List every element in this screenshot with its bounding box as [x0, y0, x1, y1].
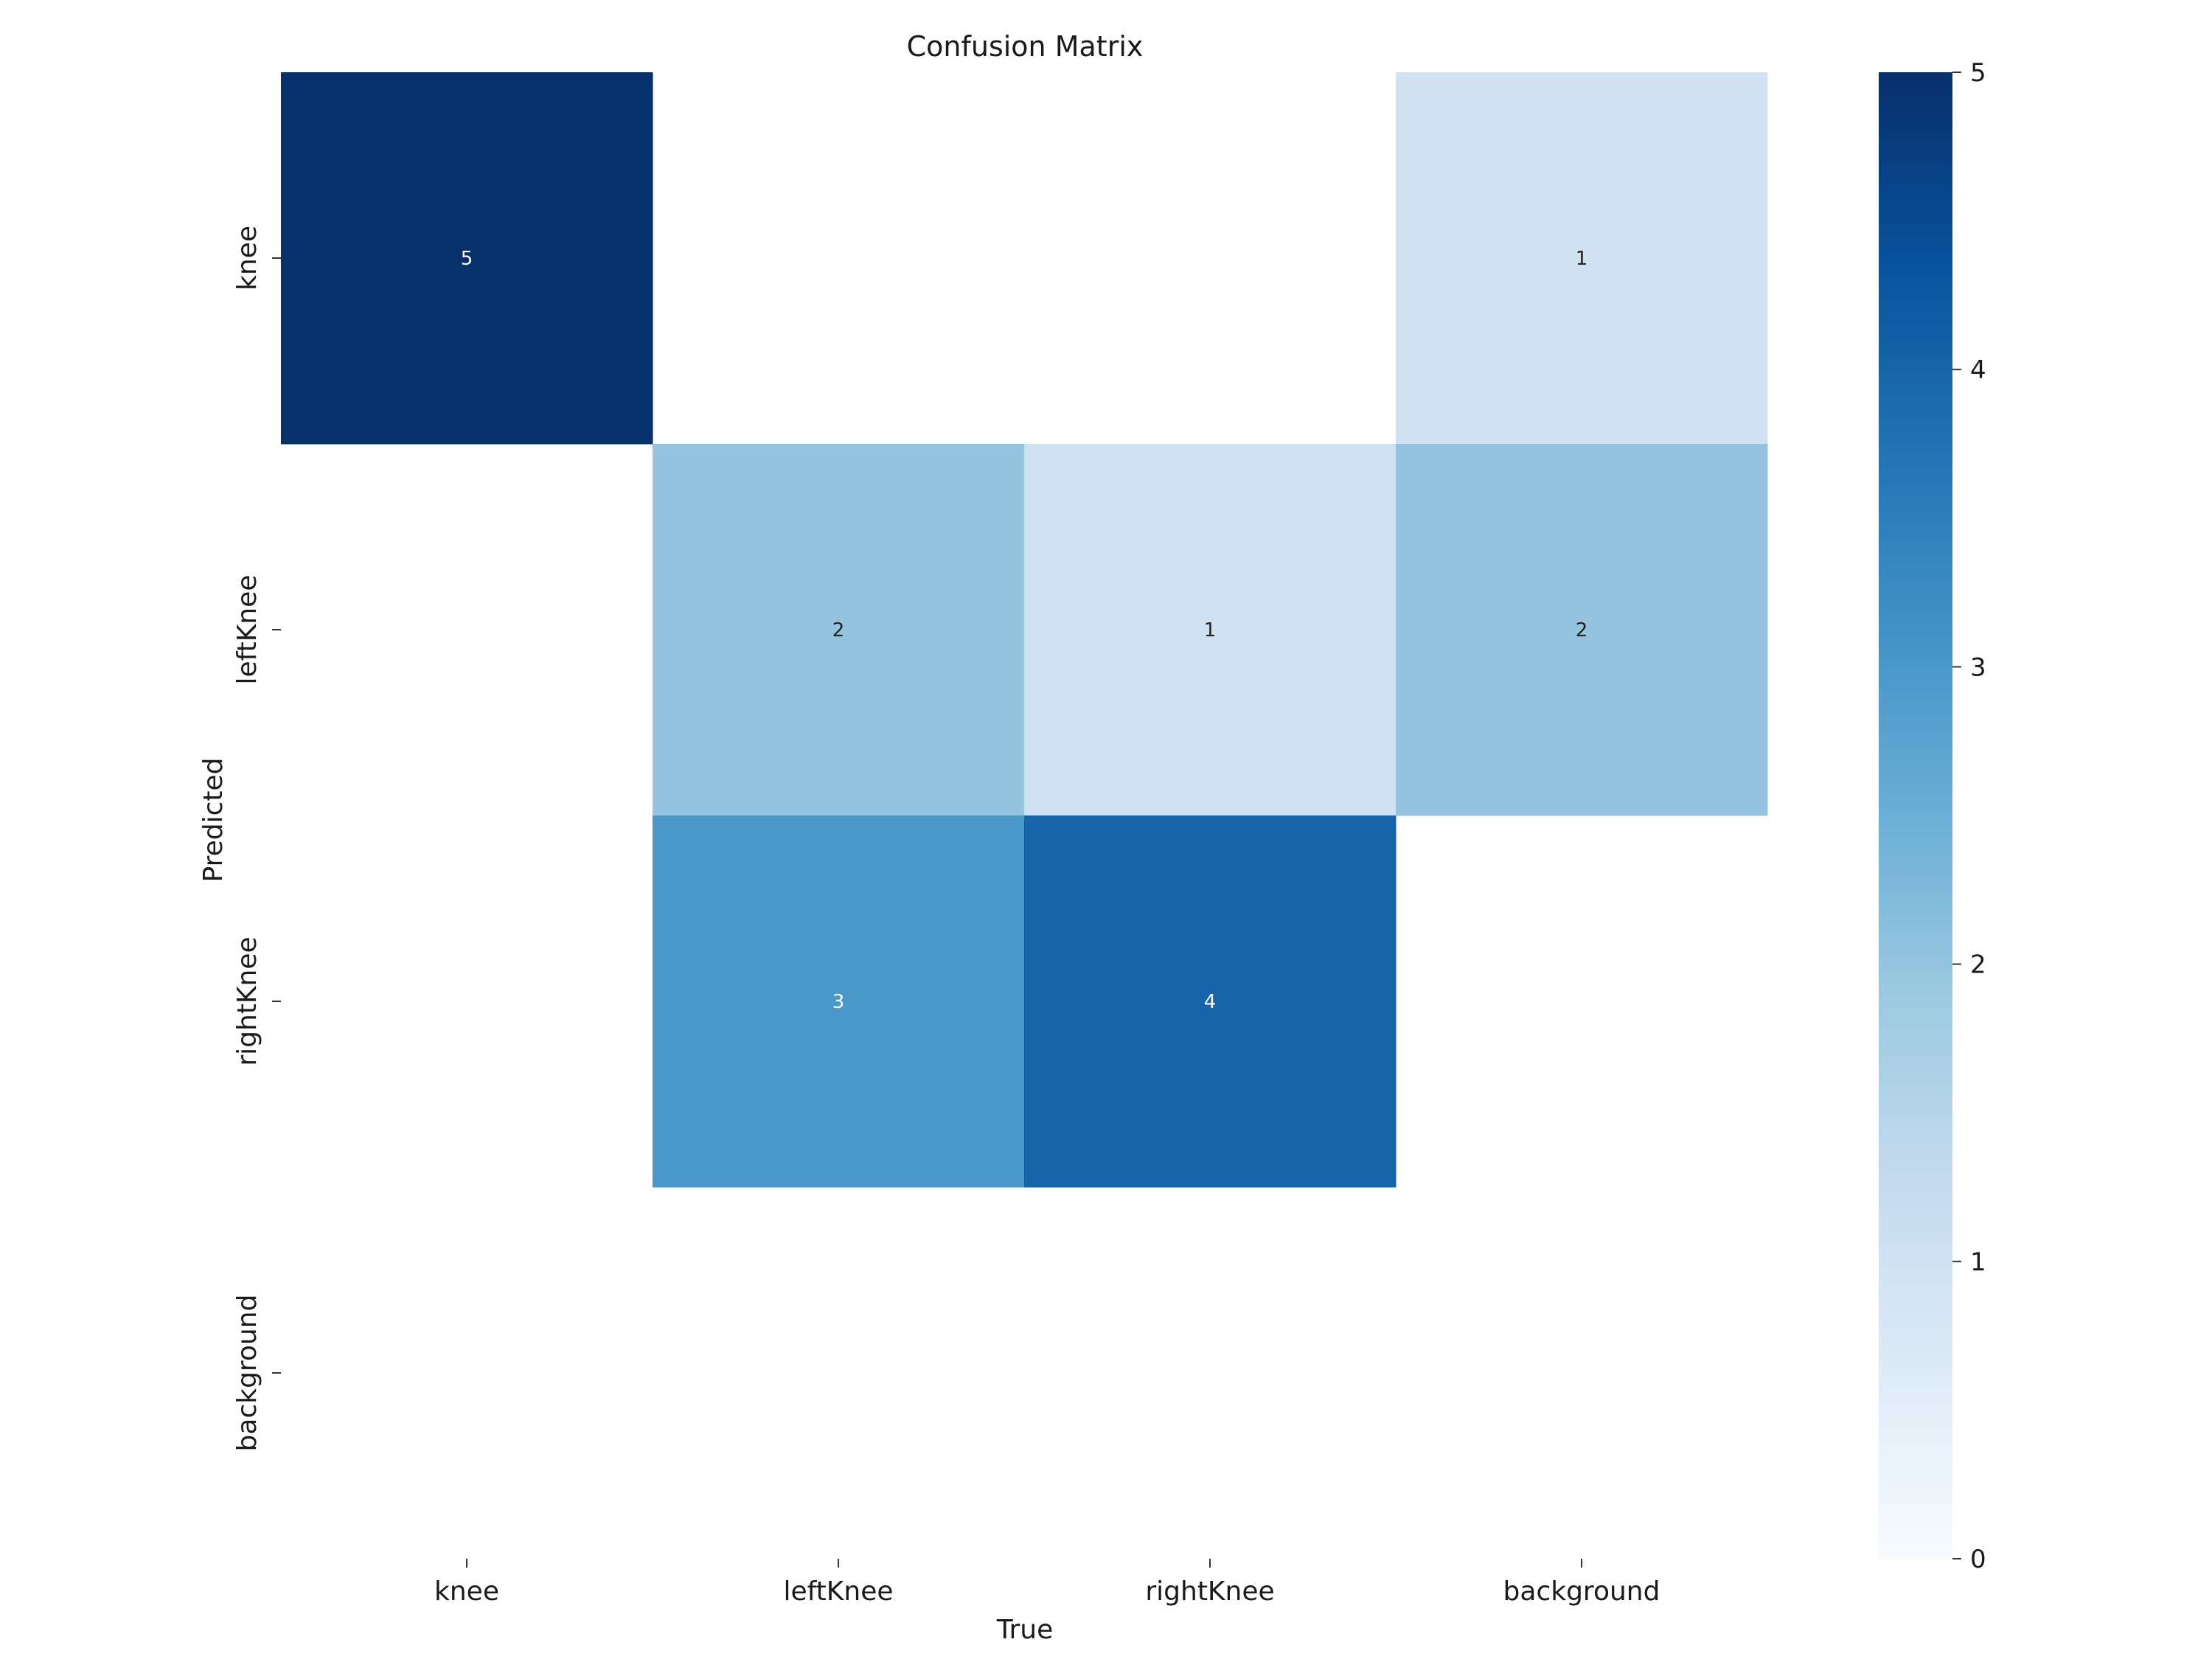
cell-value-label: 1 — [1204, 619, 1217, 641]
heatmap-cell — [281, 72, 653, 445]
colorbar: 0 1 2 3 4 5 — [1879, 58, 1986, 1574]
y-tick-label: background — [232, 1295, 262, 1452]
y-axis-label: Predicted — [198, 758, 229, 883]
heatmap-cell — [653, 444, 1025, 816]
colorbar-tick-label: 5 — [1970, 58, 1986, 88]
cell-value-label: 3 — [832, 991, 845, 1013]
colorbar-tick-label: 1 — [1970, 1248, 1986, 1277]
heatmap-cells — [281, 72, 1768, 1188]
x-axis-ticks: knee leftKnee rightKnee background — [434, 1559, 1660, 1607]
y-tick-label: rightKnee — [232, 936, 262, 1065]
cell-value-label: 4 — [1204, 991, 1217, 1013]
chart-title: Confusion Matrix — [907, 30, 1144, 63]
cell-value-label: 1 — [1576, 248, 1588, 270]
cell-value-label: 5 — [461, 248, 473, 270]
colorbar-tick-label: 4 — [1970, 355, 1986, 385]
heatmap-cell-labels: 5 1 2 1 2 3 4 — [461, 248, 1588, 1013]
colorbar-tick-label: 2 — [1970, 950, 1986, 980]
heatmap-cell — [1024, 444, 1397, 816]
x-axis-label: True — [996, 1615, 1053, 1645]
x-tick-label: rightKnee — [1145, 1576, 1274, 1607]
y-axis-ticks: knee leftKnee rightKnee background — [232, 226, 281, 1451]
colorbar-gradient — [1879, 72, 1952, 1559]
y-tick-label: leftKnee — [232, 574, 262, 684]
heatmap-cell — [653, 815, 1025, 1188]
colorbar-tick-label: 0 — [1970, 1545, 1986, 1574]
heatmap-cell — [1024, 815, 1397, 1188]
colorbar-tick-label: 3 — [1970, 653, 1986, 682]
y-tick-label: knee — [232, 226, 262, 291]
heatmap-cell — [1396, 444, 1768, 816]
x-tick-label: leftKnee — [783, 1576, 893, 1607]
x-tick-label: knee — [434, 1576, 499, 1607]
heatmap-cell — [1396, 72, 1768, 445]
cell-value-label: 2 — [832, 619, 845, 641]
x-tick-label: background — [1503, 1576, 1660, 1607]
cell-value-label: 2 — [1576, 619, 1588, 641]
